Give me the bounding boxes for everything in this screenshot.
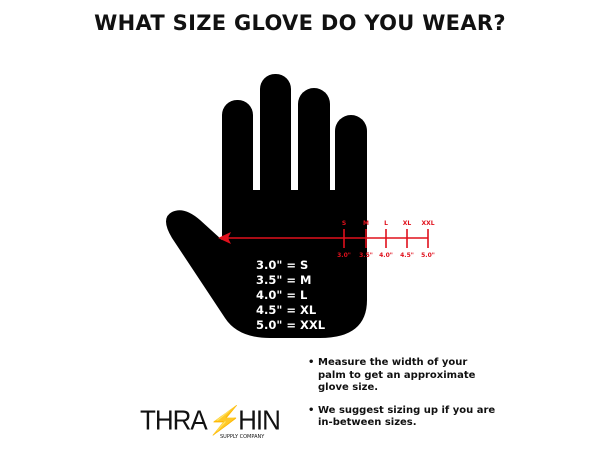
size-row: 4.5" = XL — [256, 303, 317, 317]
scale-measure-label: 3.5" — [359, 252, 373, 259]
scale-size-label: XXL — [421, 220, 434, 227]
size-row: 5.0" = XXL — [256, 318, 326, 332]
scale-size-label: L — [384, 220, 388, 227]
tips-list: Measure the width of your palm to get an… — [308, 357, 498, 440]
tip-item: Measure the width of your palm to get an… — [308, 357, 498, 395]
size-row: 4.0" = L — [256, 288, 308, 302]
scale-measure-label: 4.5" — [400, 252, 414, 259]
scale-size-label: XL — [403, 220, 412, 227]
arrow-head-icon — [218, 232, 231, 244]
measurement-scale: S 3.0" M 3.5" L 4.0" XL 4.5" XXL 5.0" — [218, 220, 435, 259]
size-row: 3.5" = M — [256, 273, 312, 287]
scale-size-label: S — [342, 220, 346, 227]
brand-logo: THRA⚡HIN SUPPLY COMPANY — [140, 404, 281, 440]
size-row: 3.0" = S — [256, 258, 309, 272]
tip-item: We suggest sizing up if you are in-betwe… — [308, 405, 498, 430]
logo-subtitle: SUPPLY COMPANY — [220, 434, 265, 440]
scale-size-label: M — [363, 220, 369, 227]
logo-wordmark: THRA⚡HIN — [140, 404, 281, 436]
scale-measure-label: 4.0" — [379, 252, 393, 259]
scale-measure-label: 5.0" — [421, 252, 435, 259]
size-chart: 3.0" = S 3.5" = M 4.0" = L 4.5" = XL 5.0… — [256, 258, 325, 333]
page-title: WHAT SIZE GLOVE DO YOU WEAR? — [94, 11, 506, 35]
scale-measure-label: 3.0" — [337, 252, 351, 259]
hand-silhouette — [166, 74, 367, 338]
